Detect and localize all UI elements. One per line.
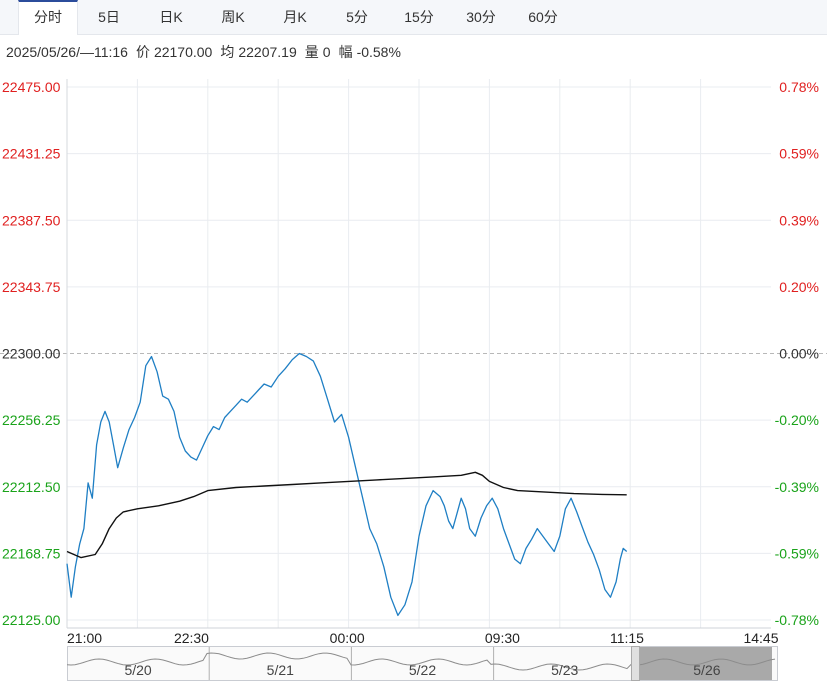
info-price: 22170.00: [153, 44, 213, 60]
y-tick-right: -0.59%: [775, 545, 819, 561]
y-tick-left: 22168.75: [2, 545, 61, 561]
tab-6[interactable]: 15分: [404, 9, 434, 25]
info-range: -0.58%: [356, 44, 401, 60]
navigator-drag-handle[interactable]: [631, 646, 640, 681]
time-navigator[interactable]: [67, 646, 778, 681]
tab-2[interactable]: 日K: [159, 9, 183, 25]
y-tick-right: 0.39%: [779, 212, 819, 228]
info-avg: 22207.19: [238, 44, 297, 60]
period-tab-bar: 分时 5日 日K 周K 月K 5分 15分 30分 60分: [0, 0, 827, 35]
x-tick-label: 22:30: [174, 630, 209, 646]
y-tick-right: -0.20%: [775, 412, 819, 428]
y-tick-right: -0.39%: [775, 479, 819, 495]
tab-5[interactable]: 5分: [346, 9, 368, 25]
y-tick-right: -0.78%: [775, 612, 819, 628]
y-tick-right: 0.78%: [779, 79, 819, 95]
y-tick-left: 22212.50: [2, 479, 61, 495]
y-tick-left: 22431.25: [2, 146, 61, 162]
y-tick-left: 22256.25: [2, 412, 61, 428]
info-datetime: 2025/05/26/—11:16: [6, 44, 128, 60]
quote-info-bar: 2025/05/26/—11:16 价 22170.00 均 22207.19 量 0 幅 -0…: [6, 42, 409, 62]
y-tick-left: 22387.50: [2, 212, 61, 228]
tab-7[interactable]: 30分: [466, 9, 496, 25]
y-tick-left: 22125.00: [2, 612, 61, 628]
y-tick-left: 22343.75: [2, 279, 61, 295]
tab-8[interactable]: 60分: [528, 9, 558, 25]
info-price-label: 价: [135, 44, 150, 60]
x-tick-label: 00:00: [330, 630, 365, 646]
info-volume-label: 量: [304, 44, 319, 60]
x-tick-label: 14:45: [743, 630, 778, 646]
tab-1[interactable]: 5日: [98, 9, 120, 25]
y-tick-right: 0.00%: [779, 346, 819, 362]
tab-0[interactable]: 分时: [18, 0, 78, 35]
info-range-label: 幅: [338, 44, 353, 60]
tab-4[interactable]: 月K: [283, 9, 307, 25]
x-tick-label: 09:30: [485, 630, 520, 646]
y-tick-left: 22475.00: [2, 79, 61, 95]
y-tick-left: 22300.00: [2, 346, 61, 362]
y-tick-right: 0.20%: [779, 279, 819, 295]
x-tick-label: 21:00: [67, 630, 102, 646]
tab-3[interactable]: 周K: [221, 9, 245, 25]
price-line: [66, 352, 628, 617]
info-volume: 0: [322, 44, 331, 60]
info-avg-label: 均: [220, 44, 235, 60]
y-tick-right: 0.59%: [779, 146, 819, 162]
average-line: [66, 471, 627, 559]
x-tick-label: 11:15: [610, 630, 644, 646]
intraday-chart[interactable]: 22475.00 0.78% 22431.25 0.59% 22387.50 0.39% 2…: [0, 0, 827, 646]
